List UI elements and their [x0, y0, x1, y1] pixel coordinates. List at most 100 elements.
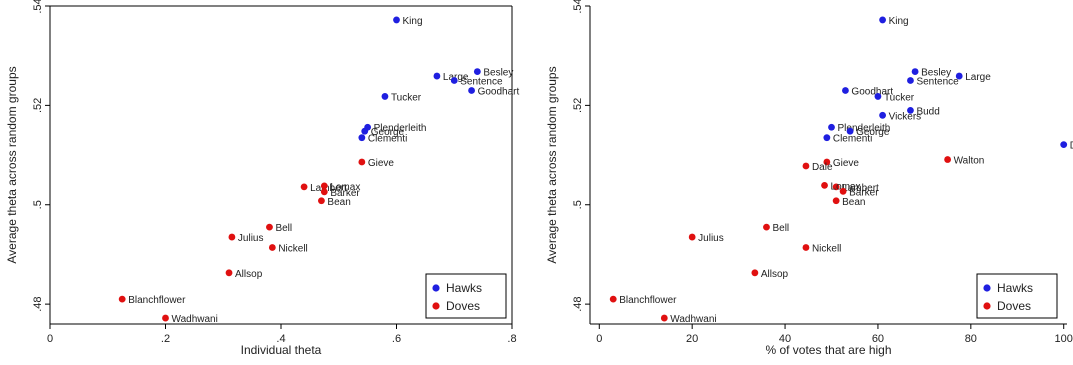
chart-right: 0 20 40 60 80 100 .48 .5 .52 .54 % of votes that a… [545, 0, 1073, 357]
data-point [361, 127, 369, 135]
data-point [828, 123, 835, 131]
point-label: Lomax [330, 182, 360, 193]
data-point [393, 16, 400, 24]
point-label: Davies [1070, 141, 1073, 152]
data-point [358, 158, 366, 166]
data-point [268, 244, 276, 251]
legend: Hawks Doves [976, 273, 1058, 319]
legend-box [976, 273, 1058, 319]
y-tick-label: .48 [572, 296, 584, 311]
data-point [911, 68, 919, 75]
point-label: Wadhwani [172, 314, 218, 325]
x-axis-title: Individual theta [241, 343, 322, 357]
legend-marker [983, 302, 991, 310]
point-label: Goodhart [478, 86, 520, 97]
chart-left: 0 .2 .4 .6 .8 .48 .5 .52 .54 Individual theta Aver… [5, 0, 519, 357]
data-point [944, 156, 952, 163]
data-point [907, 77, 914, 84]
x-tick-label: 20 [686, 333, 698, 345]
point-label: Barker [330, 188, 360, 199]
data-point [358, 134, 366, 142]
legend-marker [983, 284, 991, 292]
data-point [118, 295, 126, 303]
data-point [162, 314, 169, 322]
data-point [879, 111, 886, 119]
y-axis-title: Average theta across random groups [5, 66, 19, 263]
data-point [320, 182, 328, 190]
data-point [842, 87, 849, 94]
point-label: Blanchflower [619, 295, 677, 306]
data-point [468, 87, 475, 94]
x-tick-label: 0 [47, 333, 53, 345]
point-label: Lomax [831, 181, 861, 192]
point-label: Clementi [368, 134, 407, 145]
point-label: George [856, 127, 890, 138]
data-point [751, 269, 759, 277]
point-label: King [403, 16, 423, 27]
point-label: Bean [842, 197, 865, 208]
legend-label: Doves [997, 299, 1031, 313]
point-label: Besley [921, 68, 951, 79]
data-point [763, 223, 770, 231]
point-label: Tucker [391, 92, 422, 103]
point-label: Allsop [235, 269, 263, 280]
series-hawks: King Besley Large Sentence GoodhartTuckerBud… [823, 16, 1073, 152]
data-point [318, 197, 325, 205]
legend-marker [432, 302, 440, 310]
data-point [433, 72, 441, 80]
x-tick-label: .8 [507, 333, 516, 345]
data-point [955, 72, 963, 80]
y-axis-title: Average theta across random groups [545, 66, 559, 263]
data-point [846, 127, 854, 135]
point-label: Gieve [368, 158, 395, 169]
point-label: Large [443, 72, 469, 83]
point-label: Plenderleith [374, 123, 427, 134]
point-label: Tucker [884, 92, 915, 103]
x-tick-label: .4 [276, 333, 285, 345]
point-label: Lambert [842, 183, 879, 194]
data-point [823, 158, 831, 166]
point-label: Julius [238, 233, 264, 244]
data-point [832, 183, 840, 191]
data-point [660, 314, 668, 322]
data-point [320, 188, 328, 196]
data-point [874, 93, 882, 100]
y-tick-label: .54 [32, 0, 44, 14]
x-tick-label: 60 [872, 333, 884, 345]
legend-label: Hawks [446, 281, 482, 295]
y-tick-label: .52 [572, 98, 584, 113]
data-point [1060, 141, 1068, 149]
data-point [879, 16, 886, 24]
legend: Hawks Doves [425, 273, 507, 319]
point-label: George [371, 127, 405, 138]
data-point [821, 181, 828, 189]
legend-label: Hawks [997, 281, 1033, 295]
point-label: Vickers [889, 111, 922, 122]
x-tick-label: .6 [392, 333, 401, 345]
point-label: Sentence [460, 77, 503, 88]
point-label: Bell [275, 223, 292, 234]
point-label: Blanchflower [128, 295, 186, 306]
data-point [802, 162, 810, 170]
y-tick-label: .52 [32, 98, 44, 113]
data-point [225, 269, 233, 277]
y-tick-label: .5 [572, 200, 584, 209]
data-point [450, 77, 458, 84]
point-label: Clementi [833, 134, 872, 145]
point-label: Large [965, 72, 991, 83]
y-tick-label: .54 [572, 0, 584, 14]
point-label: Barker [849, 187, 879, 198]
data-point [907, 106, 914, 114]
point-label: Goodhart [851, 86, 893, 97]
data-point [839, 187, 847, 195]
point-label: Bean [327, 197, 350, 208]
data-point [688, 233, 696, 241]
legend-box [425, 273, 507, 319]
point-label: Plenderleith [838, 123, 891, 134]
x-tick-label: 40 [779, 333, 791, 345]
x-tick-label: 100 [1055, 333, 1073, 345]
point-label: Gieve [833, 158, 860, 169]
